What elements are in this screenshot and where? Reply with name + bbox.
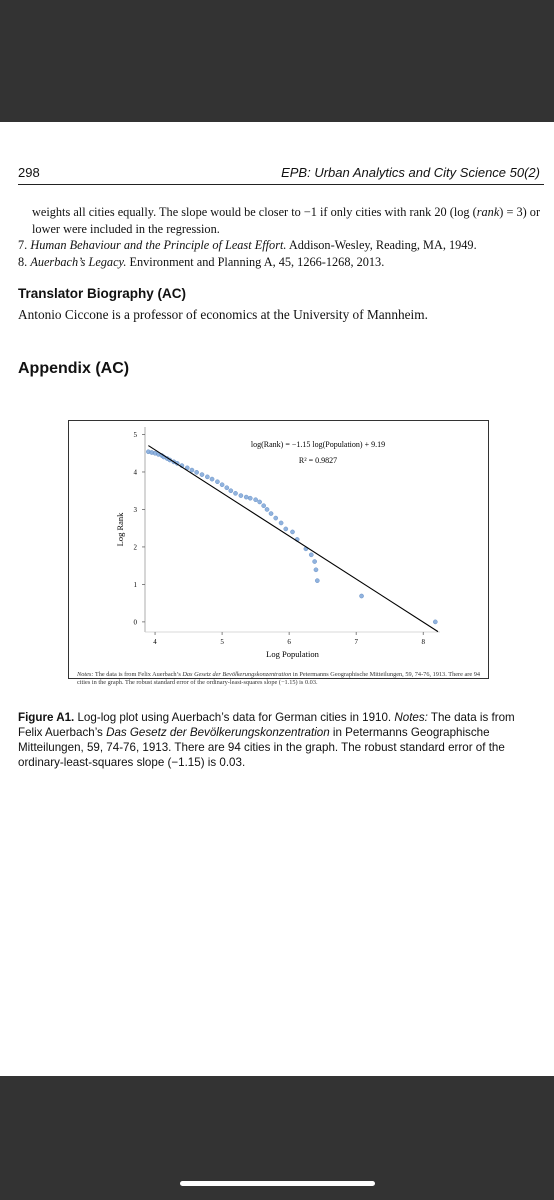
y-tick-label: 1 bbox=[134, 581, 138, 589]
point bbox=[313, 567, 319, 573]
note-number: 8. bbox=[18, 255, 28, 269]
y-tick-label: 2 bbox=[134, 543, 138, 551]
journal-title: EPB: Urban Analytics and City Science 50… bbox=[281, 165, 540, 180]
text: Das Gesetz der Bevölkerungskonzentration bbox=[182, 671, 292, 678]
note-number: 7. bbox=[18, 238, 28, 252]
x-axis-label: Log Population bbox=[266, 649, 319, 659]
chart: 0 1 2 3 4 5 4 5 6 7 8 Log Population Log Rank log(Ran… bbox=[115, 427, 440, 659]
page-number: 298 bbox=[18, 165, 40, 180]
x-tick-label: 8 bbox=[421, 638, 425, 646]
y-tick-label: 5 bbox=[134, 431, 138, 439]
note-continuation: weights all cities equally. The slope wo… bbox=[32, 204, 548, 238]
figure-frame bbox=[68, 420, 489, 679]
fit-line bbox=[148, 445, 439, 633]
text: The data is from Felix Auerbach’s bbox=[18, 711, 515, 739]
point bbox=[205, 474, 210, 480]
point bbox=[219, 482, 225, 488]
text: weights all cities equally. The slope wo… bbox=[32, 205, 477, 219]
text: rank bbox=[476, 205, 500, 219]
point bbox=[189, 467, 195, 473]
point bbox=[253, 497, 258, 503]
text: in Petermanns Geographische Mitteilungen… bbox=[77, 671, 481, 686]
point bbox=[268, 511, 274, 516]
y-tick-label: 0 bbox=[134, 618, 138, 626]
y-tick-label: 4 bbox=[134, 468, 138, 476]
point bbox=[209, 476, 215, 482]
x-tick-label: 7 bbox=[354, 638, 358, 646]
top-bar bbox=[0, 0, 554, 122]
header-rule bbox=[18, 184, 544, 185]
note-text: Addison-Wesley, Reading, MA, 1949. bbox=[288, 238, 477, 252]
section-heading: Appendix (AC) bbox=[18, 360, 130, 377]
point bbox=[199, 472, 205, 477]
text: Log-log plot using Auerbach’s data for G… bbox=[74, 711, 395, 724]
point bbox=[261, 503, 266, 509]
y-axis-label: Log Rank bbox=[115, 512, 125, 547]
point bbox=[359, 593, 364, 599]
text: in Petermanns Geographische Mitteilungen… bbox=[18, 726, 505, 769]
point bbox=[308, 552, 314, 558]
point bbox=[290, 529, 295, 535]
point bbox=[247, 495, 253, 501]
point bbox=[312, 559, 317, 564]
point bbox=[257, 499, 262, 505]
text: The data is from Felix Auerbach’s bbox=[93, 671, 183, 678]
point bbox=[215, 479, 220, 485]
point bbox=[233, 491, 238, 496]
point bbox=[264, 507, 270, 512]
caption-label: Figure A1. bbox=[18, 711, 75, 724]
annotation: log(Rank) = −1.15 log(Population) + 9.19 bbox=[251, 440, 385, 449]
figure-caption: Figure A1. Log-log plot using Auerbach’s… bbox=[18, 710, 542, 770]
point bbox=[194, 470, 199, 475]
x-tick-label: 4 bbox=[153, 638, 157, 646]
point bbox=[433, 619, 438, 625]
paragraph: Antonio Ciccone is a professor of econom… bbox=[18, 307, 428, 322]
point bbox=[224, 485, 230, 491]
text: Notes: bbox=[77, 671, 94, 678]
note-item: 8. Auerbach’s Legacy. Environment and Pl… bbox=[18, 254, 384, 271]
text: ) = 3) or lower were included in the reg… bbox=[32, 205, 541, 236]
point bbox=[315, 578, 320, 583]
annotation: R² = 0.9827 bbox=[299, 456, 337, 465]
point bbox=[278, 520, 284, 526]
point bbox=[228, 488, 234, 494]
note-title: Auerbach’s Legacy. bbox=[30, 255, 127, 269]
text: Notes: bbox=[394, 711, 428, 724]
chart-notes: Notes: The data is from Felix Auerbach’s… bbox=[77, 671, 487, 687]
point bbox=[273, 515, 279, 521]
text: Das Gesetz der Bevölkerungskonzentration bbox=[106, 726, 330, 739]
point bbox=[243, 494, 249, 500]
x-tick-label: 5 bbox=[220, 638, 224, 646]
home-indicator[interactable] bbox=[180, 1181, 375, 1186]
note-title: Human Behaviour and the Principle of Lea… bbox=[30, 238, 287, 252]
bottom-bar bbox=[0, 1076, 554, 1200]
point bbox=[283, 526, 289, 532]
y-tick-label: 3 bbox=[134, 506, 138, 514]
point bbox=[238, 493, 244, 498]
note-item: 7. Human Behaviour and the Principle of … bbox=[18, 237, 477, 254]
section-heading: Translator Biography (AC) bbox=[18, 286, 187, 301]
x-tick-label: 6 bbox=[287, 638, 291, 646]
note-text: Environment and Planning A, 45, 1266-126… bbox=[129, 255, 385, 269]
